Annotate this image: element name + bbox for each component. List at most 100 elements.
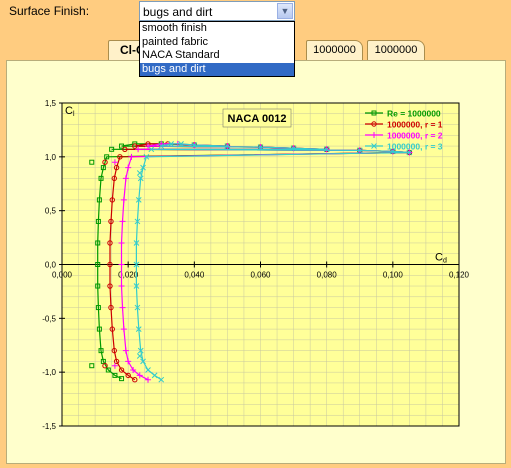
data-point bbox=[406, 149, 413, 156]
option-naca-standard[interactable]: NACA Standard bbox=[142, 49, 220, 61]
data-point bbox=[132, 377, 138, 383]
data-point bbox=[109, 326, 115, 332]
x-tick-label: 0,080 bbox=[317, 271, 338, 280]
data-point bbox=[128, 153, 135, 160]
data-point bbox=[145, 143, 152, 150]
data-point bbox=[119, 218, 126, 225]
data-point bbox=[371, 143, 377, 149]
data-point bbox=[133, 240, 140, 246]
data-point bbox=[122, 146, 128, 152]
data-point bbox=[356, 147, 363, 154]
data-point bbox=[137, 347, 144, 354]
option-smooth-finish[interactable]: smooth finish bbox=[142, 22, 207, 34]
data-point bbox=[136, 170, 143, 176]
data-point bbox=[107, 261, 113, 268]
data-point bbox=[113, 164, 120, 171]
data-point bbox=[257, 144, 264, 150]
x-axis-label: Cd bbox=[435, 252, 447, 265]
tab-1000000-b[interactable]: 1000000 bbox=[367, 40, 425, 60]
data-point bbox=[100, 358, 106, 364]
data-point bbox=[145, 376, 152, 383]
data-point bbox=[133, 261, 140, 268]
data-point bbox=[107, 240, 113, 246]
data-point bbox=[96, 197, 102, 203]
cl-cd-chart: 0,000 0,020 0,040 0,060 0,080 0,100 0,120 1,5 1,… bbox=[42, 99, 470, 431]
data-point bbox=[111, 159, 118, 166]
data-point bbox=[95, 262, 101, 267]
x-tick-label: 0,020 bbox=[118, 271, 139, 280]
data-point bbox=[95, 283, 101, 289]
legend-entry: 1000000, r = 3 bbox=[387, 142, 443, 152]
data-point bbox=[168, 141, 175, 147]
data-point bbox=[109, 146, 115, 152]
data-point bbox=[151, 372, 158, 379]
data-point bbox=[136, 372, 143, 379]
data-point bbox=[125, 164, 132, 171]
data-point bbox=[122, 175, 129, 182]
option-painted-fabric[interactable]: painted fabric bbox=[142, 35, 209, 48]
data-point bbox=[133, 283, 140, 289]
chevron-down-icon[interactable]: ▼ bbox=[277, 3, 293, 19]
data-point bbox=[290, 145, 297, 152]
data-point bbox=[112, 372, 118, 378]
data-point bbox=[104, 154, 110, 160]
data-point bbox=[113, 358, 120, 365]
chart-title: NACA 0012 bbox=[228, 113, 287, 125]
data-point bbox=[102, 363, 108, 369]
data-point bbox=[118, 283, 125, 290]
data-point bbox=[135, 197, 142, 203]
x-tick-label: 0,000 bbox=[52, 271, 73, 280]
data-point bbox=[95, 305, 101, 311]
legend-entry: 1000000, r = 2 bbox=[387, 131, 443, 141]
data-point bbox=[111, 347, 117, 354]
data-point bbox=[98, 348, 104, 354]
data-point bbox=[119, 304, 126, 311]
surface-finish-dropdown[interactable]: smooth finish painted fabric NACA Standa… bbox=[139, 21, 295, 77]
x-tick-label: 0,060 bbox=[250, 271, 271, 280]
surface-finish-select[interactable]: bugs and dirt ▼ bbox=[139, 1, 295, 21]
data-point bbox=[111, 175, 117, 182]
data-point bbox=[158, 143, 165, 149]
data-point bbox=[136, 353, 143, 359]
data-point bbox=[117, 154, 123, 160]
selected-value: bugs and dirt bbox=[143, 5, 213, 19]
y-tick-label: 1,5 bbox=[45, 99, 57, 108]
legend-entry: Re = 1000000 bbox=[387, 109, 441, 119]
data-point bbox=[96, 326, 102, 332]
data-point bbox=[224, 143, 231, 149]
data-point bbox=[102, 159, 108, 165]
data-point bbox=[108, 218, 114, 225]
data-point bbox=[119, 376, 125, 382]
data-point bbox=[109, 197, 115, 203]
data-point bbox=[191, 142, 198, 148]
chart-panel: 0,000 0,020 0,040 0,060 0,080 0,100 0,120 1,5 1,… bbox=[6, 60, 506, 464]
y-tick-label: -1,0 bbox=[42, 368, 56, 377]
data-point bbox=[143, 153, 150, 160]
data-point bbox=[89, 363, 95, 369]
data-point bbox=[122, 347, 129, 354]
data-point bbox=[130, 367, 137, 374]
data-point bbox=[108, 304, 114, 311]
data-point bbox=[135, 146, 142, 153]
data-point bbox=[105, 367, 111, 373]
data-point bbox=[145, 367, 151, 373]
data-point bbox=[389, 148, 396, 155]
data-point bbox=[371, 132, 377, 138]
option-bugs-and-dirt[interactable]: bugs and dirt bbox=[140, 62, 294, 76]
data-point bbox=[100, 165, 106, 171]
data-point bbox=[98, 175, 104, 181]
y-tick-label: 0,0 bbox=[45, 261, 57, 270]
data-point bbox=[134, 218, 141, 225]
chart-title-box bbox=[222, 108, 292, 128]
data-point bbox=[132, 143, 138, 149]
data-point bbox=[95, 218, 101, 224]
y-tick-label: 0,5 bbox=[45, 207, 57, 216]
tab-1000000-a[interactable]: 1000000 bbox=[306, 40, 363, 60]
y-tick-label: -1,5 bbox=[42, 422, 56, 431]
series-3 bbox=[133, 141, 413, 383]
x-tick-label: 0,120 bbox=[449, 271, 470, 280]
data-point bbox=[371, 110, 377, 116]
data-point bbox=[158, 376, 165, 383]
data-point bbox=[178, 141, 184, 147]
surface-finish-label: Surface Finish: bbox=[9, 4, 90, 18]
